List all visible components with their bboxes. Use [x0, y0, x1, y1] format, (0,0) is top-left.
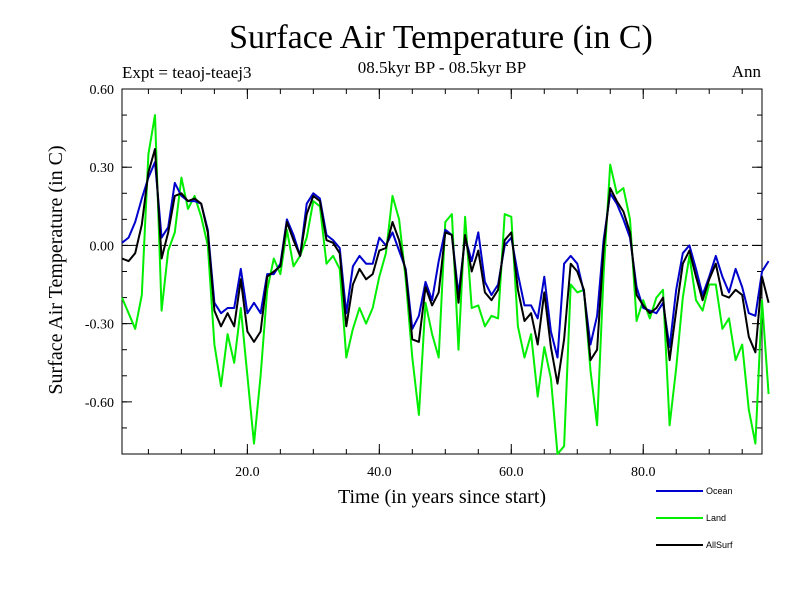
experiment-label: Expt = teaoj-teaej3 [122, 63, 251, 82]
y-tick-label: 0.60 [90, 83, 115, 98]
y-tick-label: -0.30 [85, 318, 114, 333]
legend-label-allsurf: AllSurf [706, 540, 733, 550]
y-tick-label: 0.30 [90, 161, 115, 176]
x-tick-label: 80.0 [631, 465, 656, 480]
y-tick-labels: 0.60 0.30 0.00 -0.30 -0.60 [85, 83, 114, 411]
series-line-allsurf [121, 148, 770, 385]
series-line-ocean [121, 161, 770, 359]
y-tick-label: -0.60 [85, 396, 114, 411]
series-line-land [121, 114, 770, 455]
series-lines [121, 114, 770, 455]
chart-subtitle: 08.5kyr BP - 08.5kyr BP [358, 58, 526, 77]
chart-title: Surface Air Temperature (in C) [229, 19, 653, 56]
x-tick-label: 20.0 [235, 465, 260, 480]
y-tick-label: 0.00 [90, 239, 115, 254]
legend-label-land: Land [706, 513, 726, 523]
x-tick-label: 60.0 [499, 465, 524, 480]
legend-label-ocean: Ocean [706, 486, 733, 496]
x-tick-label: 40.0 [367, 465, 392, 480]
legend: Ocean Land AllSurf [656, 486, 733, 550]
period-label: Ann [732, 62, 762, 81]
y-axis-label: Surface Air Temperature (in C) [45, 145, 67, 394]
x-tick-labels: 20.0 40.0 60.0 80.0 [235, 465, 655, 480]
x-axis-label: Time (in years since start) [338, 486, 546, 508]
